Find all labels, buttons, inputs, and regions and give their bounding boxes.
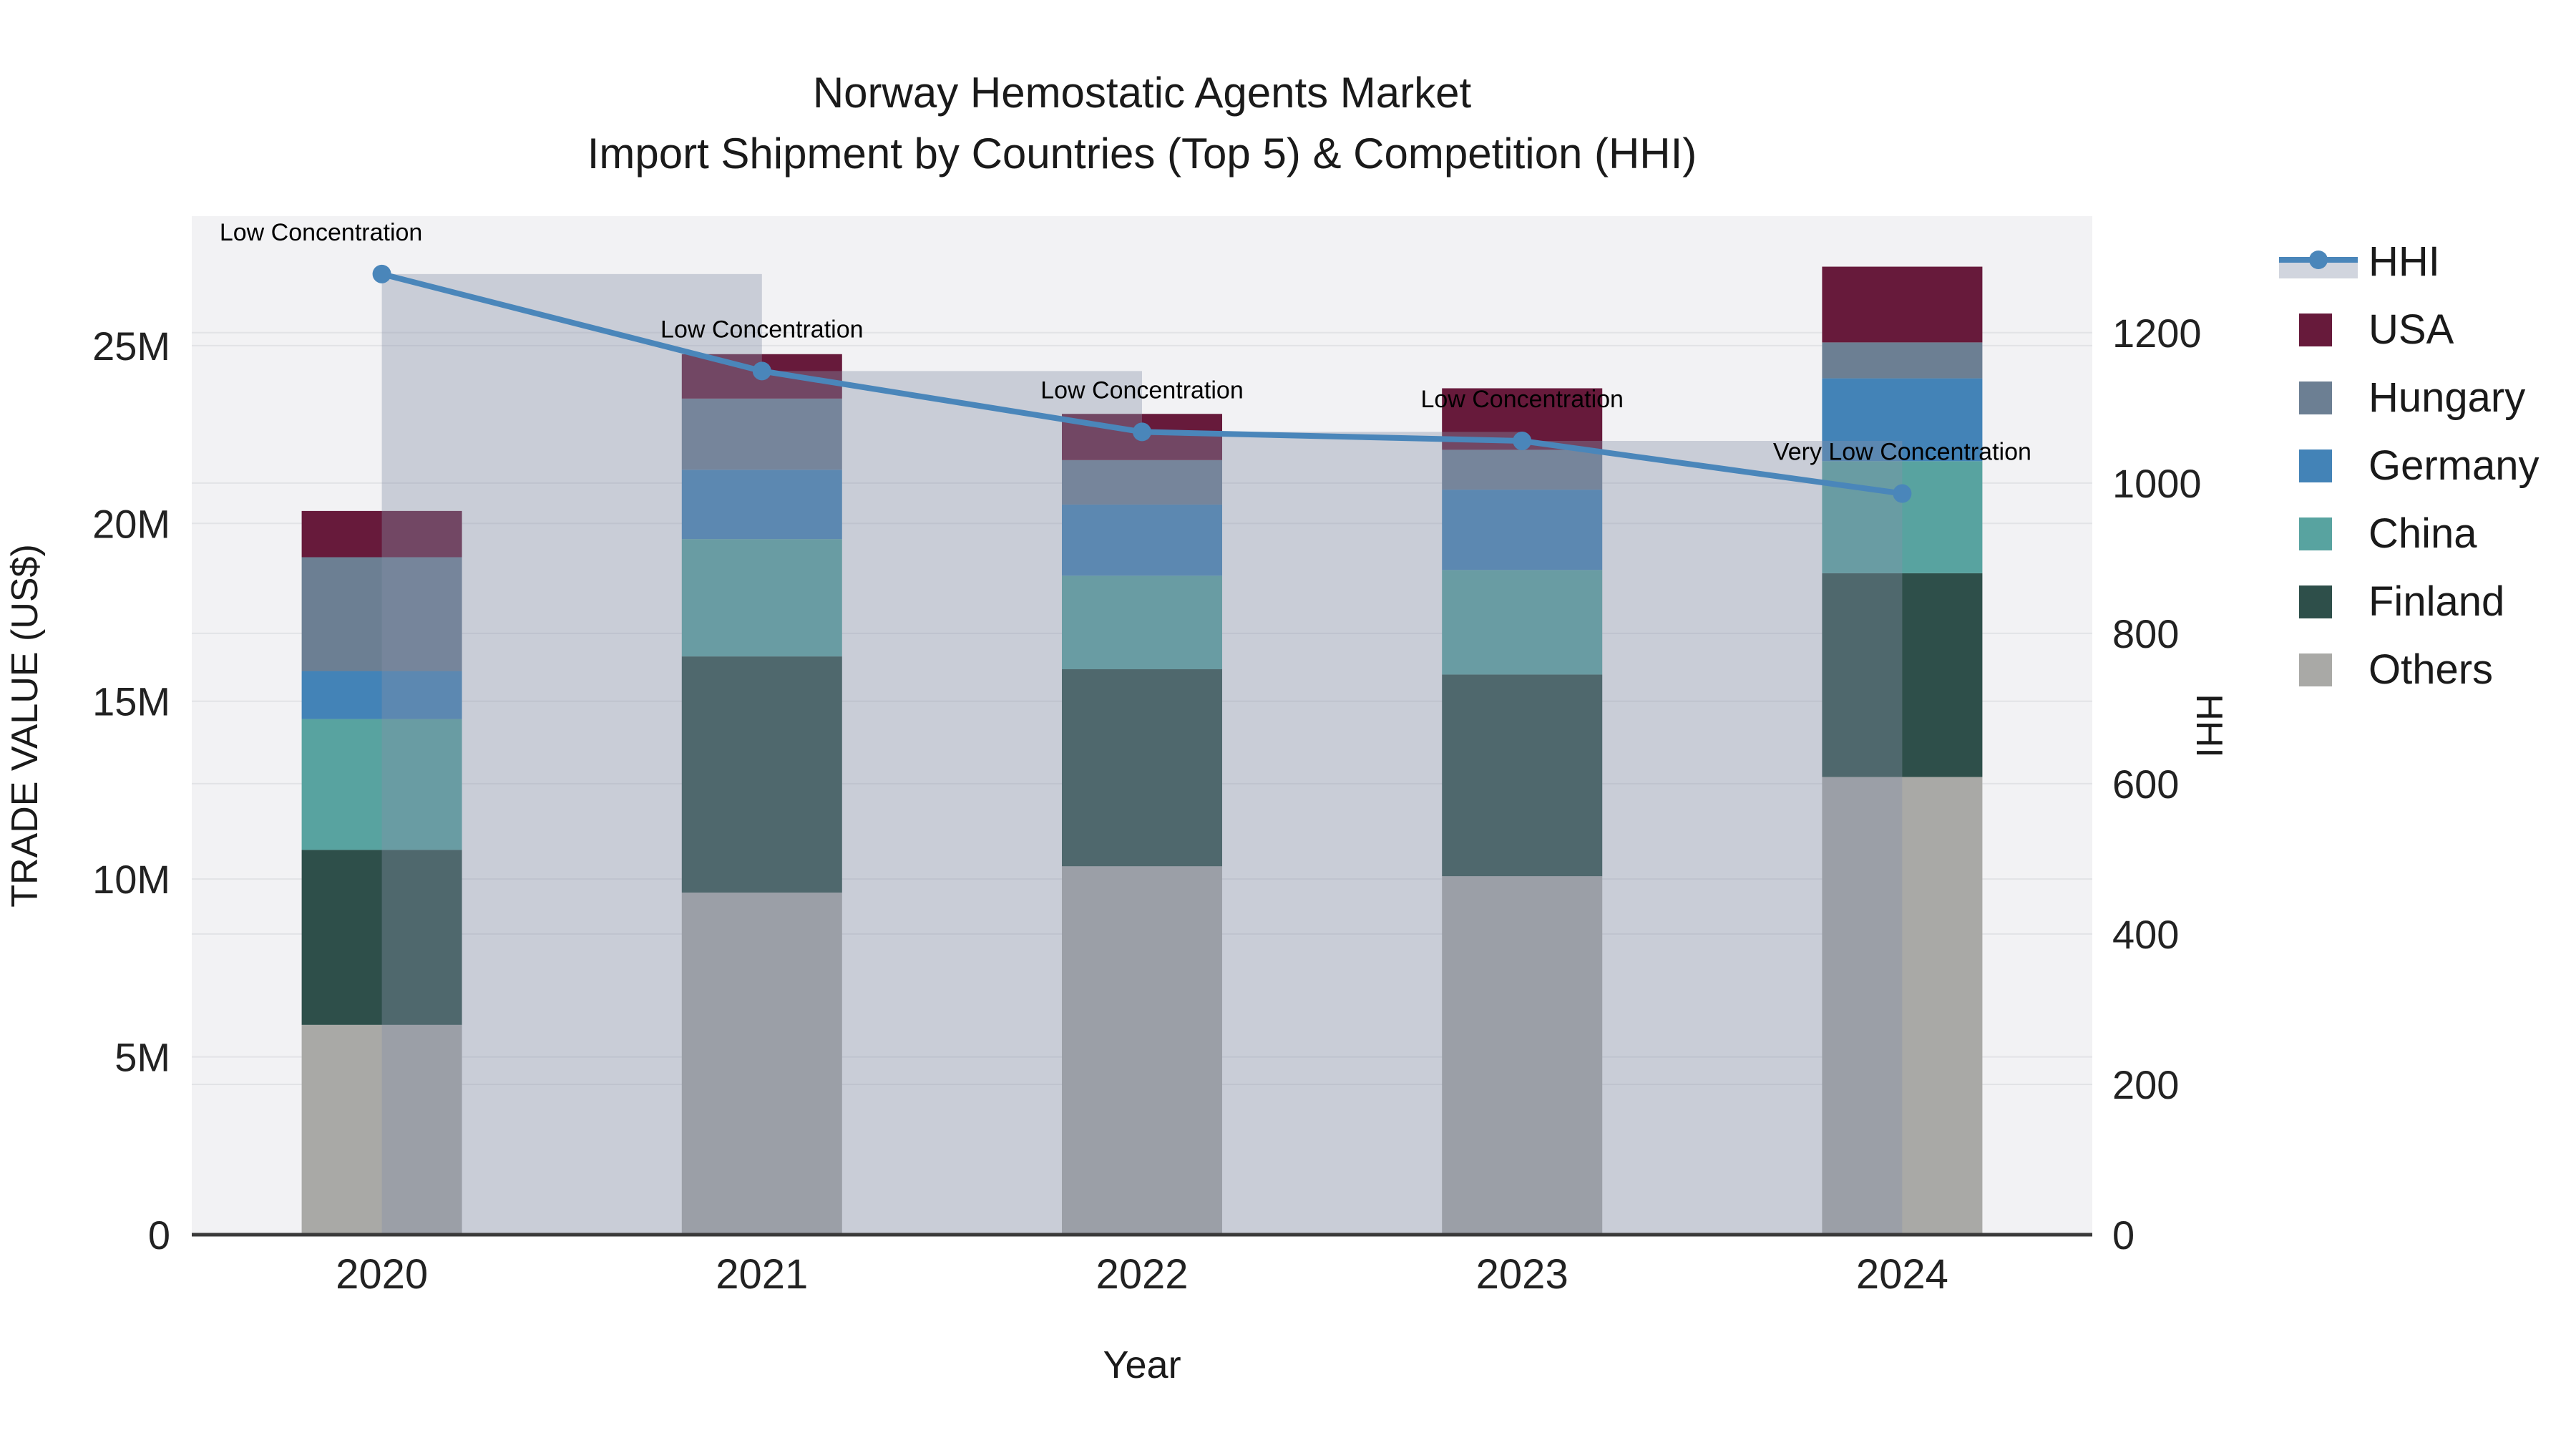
bar-segment-others-2024[interactable] [1822,777,1983,1235]
y-tick-right: 400 [2112,912,2179,957]
annotation-2021: Low Concentration [660,316,864,343]
x-tick-2023: 2023 [1476,1251,1568,1298]
x-tick-2024: 2024 [1856,1251,1948,1298]
y-tick-right: 800 [2112,611,2179,656]
legend-swatch-others [2299,653,2332,686]
bar-segment-germany-2024[interactable] [1822,378,1983,462]
axis-layer: 0 5M 10M 15M 20M 25M 0 200 400 600 800 1000 1200 2020… [92,311,2202,1298]
bar-segment-usa-2024[interactable] [1822,266,1983,343]
y-tick-left: 15M [92,679,170,724]
bar-segment-finland-2022[interactable] [1062,669,1222,867]
y-tick-left: 25M [92,324,170,369]
hhi-marker-2023[interactable] [1513,432,1532,451]
annotation-layer: Low Concentration Low Concentration Low Co… [220,219,2031,466]
legend-item-usa[interactable]: USA [2299,306,2454,353]
bar-segment-china-2024[interactable] [1822,461,1983,573]
y-tick-left: 20M [92,501,170,546]
legend-layer: HHI USA Hungary Germany China Finland Others [2279,238,2540,693]
annotation-2020: Low Concentration [220,219,423,246]
legend-hhi-marker-swatch [2309,251,2328,269]
y-tick-right: 0 [2112,1213,2135,1258]
y-axis-title-left: TRADE VALUE (US$) [4,544,46,908]
x-tick-2021: 2021 [716,1251,808,1298]
legend-label-hungary: Hungary [2368,374,2525,421]
bar-segment-hungary-2020[interactable] [301,557,462,671]
bar-segment-finland-2023[interactable] [1442,674,1603,877]
bar-segment-finland-2021[interactable] [681,656,842,893]
bar-segment-china-2020[interactable] [301,719,462,850]
annotation-2023: Low Concentration [1420,386,1624,413]
legend-item-others[interactable]: Others [2299,646,2493,693]
y-tick-right: 1200 [2112,311,2202,356]
hhi-marker-2024[interactable] [1893,484,1912,503]
bar-segment-hungary-2023[interactable] [1442,449,1603,490]
bar-segment-germany-2021[interactable] [681,470,842,540]
annotation-2024: Very Low Concentration [1773,439,2031,466]
legend-label-finland: Finland [2368,578,2504,625]
hhi-marker-2021[interactable] [752,361,771,381]
bar-segment-hungary-2024[interactable] [1822,342,1983,379]
y-axis-title-right: HHI [2188,694,2230,758]
bar-segment-others-2020[interactable] [301,1024,462,1235]
bar-segment-china-2021[interactable] [681,539,842,657]
hhi-step-area [381,273,1903,1235]
y-tick-left: 0 [148,1213,170,1258]
legend-swatch-usa [2299,314,2332,346]
bar-segment-others-2021[interactable] [681,893,842,1235]
legend-swatch-china [2299,517,2332,550]
bar-segment-finland-2024[interactable] [1822,573,1983,777]
bar-segment-others-2022[interactable] [1062,866,1222,1235]
hhi-marker-2022[interactable] [1133,422,1151,442]
x-axis-title: Year [1103,1343,1181,1386]
stacked-bars-layer [301,266,1983,1235]
y-tick-right: 600 [2112,762,2179,807]
legend-item-hhi[interactable]: HHI [2279,238,2440,285]
legend-swatch-germany [2299,449,2332,482]
y-tick-left: 10M [92,857,170,902]
hhi-step-fill-layer [381,273,1903,1235]
chart-title-line2: Import Shipment by Countries (Top 5) & C… [587,130,1697,178]
legend-label-china: China [2368,510,2477,557]
bar-segment-china-2022[interactable] [1062,575,1222,669]
x-tick-2020: 2020 [336,1251,428,1298]
chart-title-line1: Norway Hemostatic Agents Market [813,69,1472,117]
hhi-line-layer [372,264,1912,503]
legend-item-finland[interactable]: Finland [2299,578,2504,625]
legend-item-hungary[interactable]: Hungary [2299,374,2525,421]
bar-segment-china-2023[interactable] [1442,570,1603,675]
bar-segment-germany-2023[interactable] [1442,490,1603,570]
legend-item-germany[interactable]: Germany [2299,442,2540,489]
legend-label-hhi: HHI [2368,238,2440,285]
legend-swatch-hungary [2299,382,2332,414]
bar-segment-hungary-2022[interactable] [1062,460,1222,505]
y-tick-left: 5M [114,1035,170,1080]
legend-label-usa: USA [2368,306,2454,353]
bar-segment-usa-2020[interactable] [301,510,462,558]
x-tick-2022: 2022 [1096,1251,1188,1298]
legend-item-china[interactable]: China [2299,510,2477,557]
legend-swatch-finland [2299,585,2332,618]
bar-segment-germany-2020[interactable] [301,671,462,719]
y-tick-right: 1000 [2112,461,2202,506]
y-tick-right: 200 [2112,1062,2179,1107]
legend-label-others: Others [2368,646,2493,693]
bar-segment-hungary-2021[interactable] [681,398,842,470]
legend-label-germany: Germany [2368,442,2540,489]
bar-segment-finland-2020[interactable] [301,850,462,1025]
annotation-2022: Low Concentration [1040,376,1244,404]
bar-segment-others-2023[interactable] [1442,876,1603,1235]
hhi-marker-2020[interactable] [372,264,391,283]
bar-segment-germany-2022[interactable] [1062,504,1222,576]
